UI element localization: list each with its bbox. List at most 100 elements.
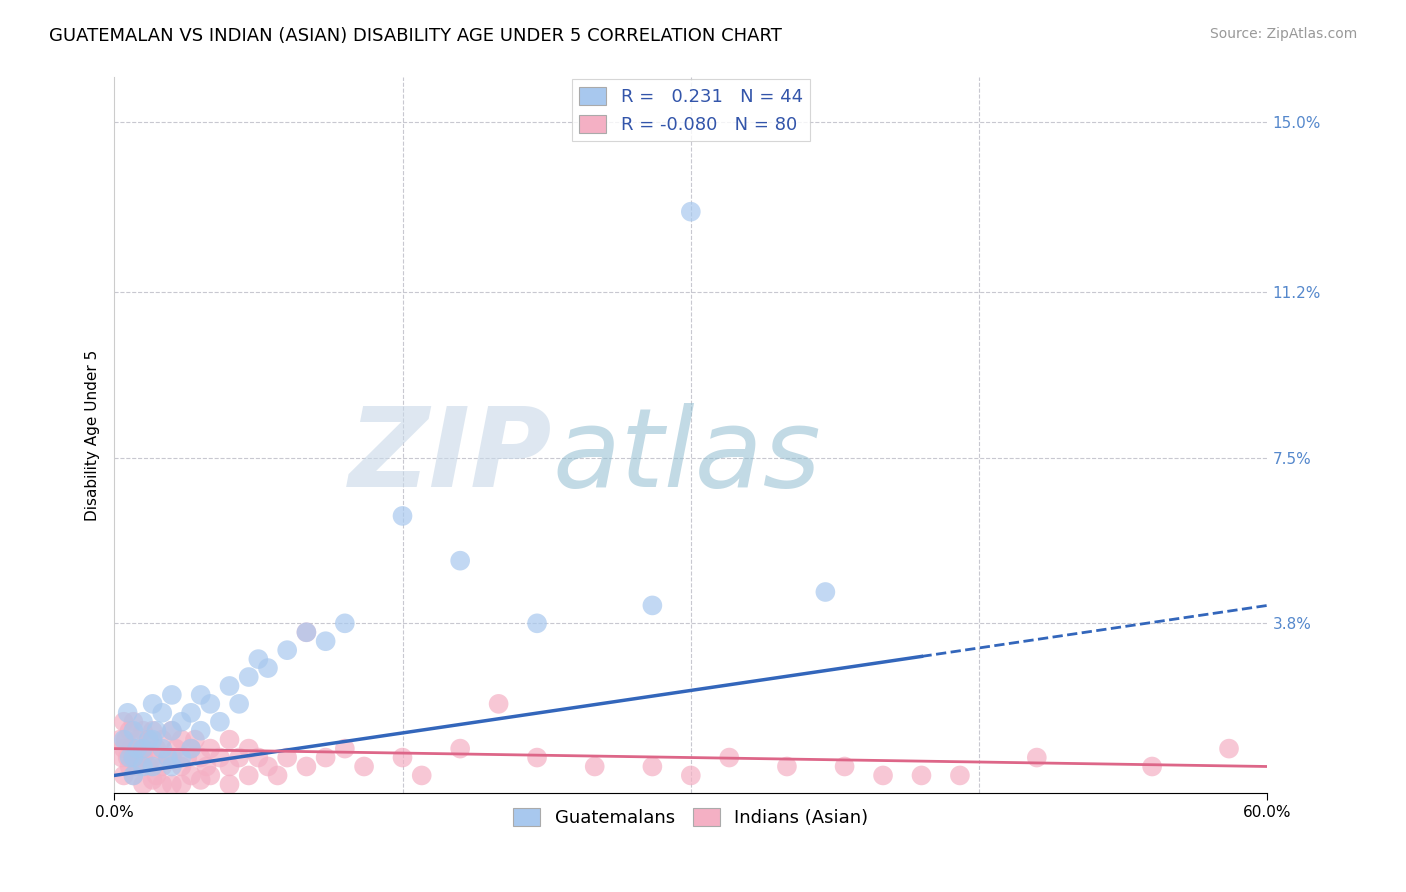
Point [150, 777, 173, 791]
Point [112, 732, 135, 747]
Point [315, 634, 337, 648]
Point [117, 750, 139, 764]
Text: GUATEMALAN VS INDIAN (ASIAN) DISABILITY AGE UNDER 5 CORRELATION CHART: GUATEMALAN VS INDIAN (ASIAN) DISABILITY … [49, 27, 782, 45]
Point [132, 723, 155, 738]
Point [1025, 750, 1047, 764]
Point [266, 768, 288, 782]
Point [132, 741, 155, 756]
Point [118, 750, 141, 764]
Point [122, 741, 145, 756]
Point [218, 679, 240, 693]
Point [122, 723, 145, 738]
Point [138, 732, 160, 747]
Point [165, 741, 187, 756]
Point [200, 741, 222, 756]
Point [160, 723, 183, 738]
Point [195, 759, 218, 773]
Point [127, 741, 149, 756]
Point [190, 723, 212, 738]
Point [526, 750, 548, 764]
Point [111, 750, 134, 764]
Point [156, 750, 179, 764]
Text: ZIP: ZIP [349, 403, 553, 510]
Point [949, 768, 972, 782]
Point [127, 759, 149, 773]
Point [176, 750, 198, 764]
Point [353, 759, 375, 773]
Point [391, 750, 413, 764]
Point [142, 759, 165, 773]
Text: Source: ZipAtlas.com: Source: ZipAtlas.com [1209, 27, 1357, 41]
Point [238, 741, 260, 756]
Point [228, 697, 250, 711]
Point [170, 777, 193, 791]
Point [208, 714, 231, 729]
Point [122, 768, 145, 782]
Point [295, 625, 318, 640]
Point [118, 723, 141, 738]
Point [138, 732, 160, 747]
Point [142, 723, 165, 738]
Point [1218, 741, 1240, 756]
Point [449, 741, 471, 756]
Point [834, 759, 856, 773]
Point [160, 723, 183, 738]
Point [276, 750, 298, 764]
Point [138, 759, 160, 773]
Point [872, 768, 894, 782]
Point [295, 625, 318, 640]
Point [132, 759, 155, 773]
Point [247, 750, 270, 764]
Point [315, 750, 337, 764]
Point [145, 723, 167, 738]
Point [142, 772, 165, 787]
Point [180, 741, 202, 756]
Point [641, 759, 664, 773]
Point [190, 750, 212, 764]
Point [1140, 759, 1163, 773]
Point [118, 759, 141, 773]
Point [776, 759, 799, 773]
Point [218, 759, 240, 773]
Point [333, 616, 356, 631]
Point [160, 759, 183, 773]
Point [488, 697, 510, 711]
Point [411, 768, 433, 782]
Point [112, 714, 135, 729]
Point [180, 706, 202, 720]
Point [170, 732, 193, 747]
Point [142, 750, 165, 764]
Point [208, 750, 231, 764]
Point [228, 750, 250, 764]
Point [814, 585, 837, 599]
Point [156, 750, 179, 764]
Point [391, 508, 413, 523]
Point [128, 750, 150, 764]
Point [910, 768, 932, 782]
Point [180, 768, 202, 782]
Point [142, 697, 165, 711]
Point [679, 768, 702, 782]
Point [132, 777, 155, 791]
Point [114, 732, 136, 747]
Point [190, 688, 212, 702]
Point [122, 714, 145, 729]
Point [132, 750, 155, 764]
Point [122, 768, 145, 782]
Point [150, 732, 173, 747]
Point [160, 777, 183, 791]
Text: atlas: atlas [553, 403, 821, 510]
Point [200, 768, 222, 782]
Point [170, 750, 193, 764]
Point [150, 706, 173, 720]
Point [218, 732, 240, 747]
Point [170, 714, 193, 729]
Point [295, 759, 318, 773]
Point [218, 777, 240, 791]
Point [160, 750, 183, 764]
Point [180, 741, 202, 756]
Point [117, 706, 139, 720]
Point [641, 599, 664, 613]
Point [247, 652, 270, 666]
Point [449, 554, 471, 568]
